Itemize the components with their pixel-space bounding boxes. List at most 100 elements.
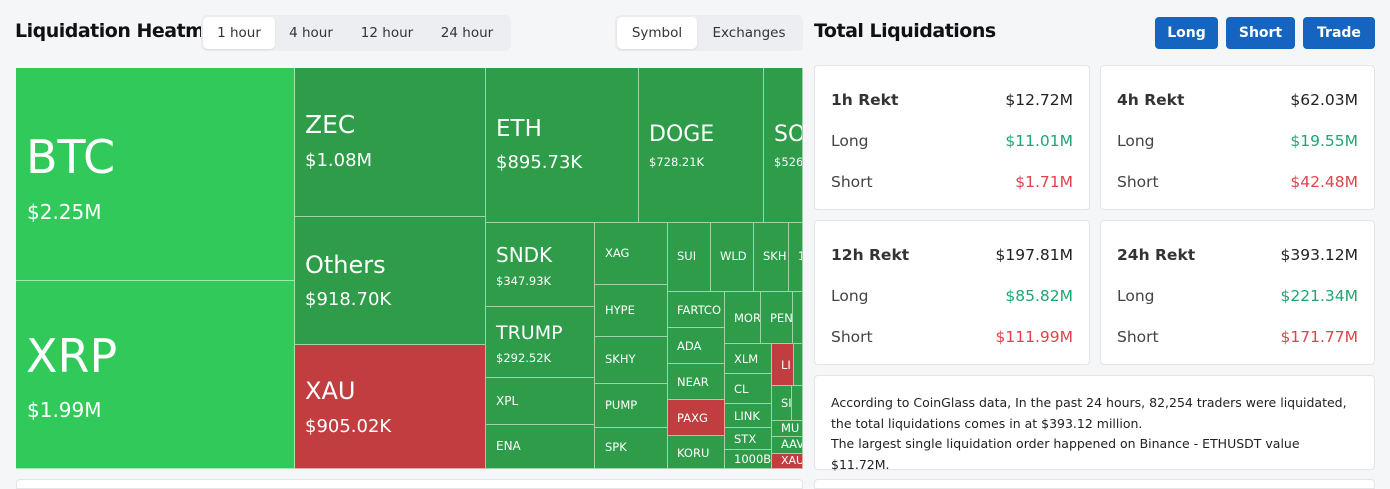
heatmap-tile-stx[interactable]: STX — [725, 428, 772, 450]
heatmap-tile-xag[interactable]: XAG — [595, 223, 668, 285]
tile-symbol: ETH — [496, 116, 542, 142]
tile-amount: $526. — [774, 155, 803, 169]
heatmap-tile-xpl[interactable]: XPL — [486, 378, 595, 425]
card-total: $197.81M — [995, 246, 1073, 264]
tile-symbol: PEN — [770, 311, 793, 325]
card-title: 4h Rekt — [1117, 91, 1185, 109]
long-row: Long $19.55M — [1117, 132, 1358, 150]
heatmap-tile-1000b[interactable]: 1000B — [725, 450, 772, 469]
rekt-card-1h: 1h Rekt $12.72M Long $11.01M Short $1.71… — [814, 65, 1090, 210]
heatmap-tile-paxg[interactable]: PAXG — [668, 400, 725, 436]
tile-symbol: STX — [734, 432, 757, 446]
tile-symbol: ADA — [677, 339, 702, 353]
long-value: $19.55M — [1290, 132, 1358, 150]
tile-symbol: KORU — [677, 446, 710, 460]
heatmap-tile-ena[interactable]: ENA — [486, 425, 595, 469]
heatmap-tile-near[interactable]: NEAR — [668, 364, 725, 400]
tab-24-hour[interactable]: 24 hour — [440, 25, 494, 41]
long-value: $221.34M — [1280, 287, 1358, 305]
tile-amount: $347.93K — [496, 274, 552, 288]
heatmap-tile-sndk[interactable]: SNDK $347.93K — [486, 223, 595, 307]
tile-amount: $1.99M — [27, 398, 102, 422]
short-row: Short $42.48M — [1117, 173, 1358, 191]
heatmap-tile-zec[interactable]: ZEC $1.08M — [295, 68, 486, 217]
tile-amount: $292.52K — [496, 351, 552, 365]
heatmap-tile-spk[interactable]: SPK — [595, 428, 668, 469]
heatmap-tile-sol[interactable]: SOL $526. — [764, 68, 803, 223]
heatmap-tile-cl[interactable]: CL — [725, 374, 772, 404]
heatmap-tile-small[interactable] — [792, 386, 803, 421]
heatmap-tile-sui[interactable]: SUI — [668, 223, 711, 292]
heatmap-tile-wld[interactable]: WLD — [711, 223, 754, 292]
tab-1-hour[interactable]: 1 hour — [203, 17, 275, 49]
tile-symbol: HYPE — [605, 303, 635, 317]
long-row: Long $11.01M — [831, 132, 1073, 150]
heatmap-tile-pump[interactable]: PUMP — [595, 384, 668, 428]
card-total: $62.03M — [1290, 91, 1358, 109]
tab-exchanges[interactable]: Exchanges — [712, 25, 786, 41]
short-row: Short $111.99M — [831, 328, 1073, 346]
heatmap-tile-koru[interactable]: KORU — [668, 436, 725, 469]
heatmap-tile-eth[interactable]: ETH $895.73K — [486, 68, 639, 223]
heatmap-tile-skh[interactable]: SKH — [754, 223, 789, 292]
heatmap-tile-si[interactable]: SI — [772, 386, 792, 421]
short-row: Short $1.71M — [831, 173, 1073, 191]
tile-symbol: ZEC — [305, 110, 356, 139]
long-value: $85.82M — [1005, 287, 1073, 305]
long-label: Long — [1117, 132, 1155, 150]
tile-symbol: DOGE — [649, 122, 715, 147]
heatmap-tile-hype[interactable]: HYPE — [595, 285, 668, 337]
card-title: 12h Rekt — [831, 246, 910, 264]
heatmap-tile-link[interactable]: LINK — [725, 404, 772, 428]
heatmap-tile-1[interactable]: 1 — [789, 223, 803, 292]
heatmap-tile-mor[interactable]: MOR — [725, 292, 761, 344]
tile-symbol: XAG — [605, 246, 630, 260]
tile-symbol: ENA — [496, 439, 521, 453]
timeframe-selector: 1 hour 4 hour 12 hour 24 hour — [201, 15, 511, 51]
heatmap-tile-ada[interactable]: ADA — [668, 328, 725, 364]
heatmap-tile-mu[interactable]: MU — [772, 421, 803, 437]
largest-order-text: The largest single liquidation order hap… — [831, 436, 1300, 472]
rekt-card-4h: 4h Rekt $62.03M Long $19.55M Short $42.4… — [1100, 65, 1375, 210]
heatmap-tile-xlm[interactable]: XLM — [725, 344, 772, 374]
long-value: $11.01M — [1005, 132, 1073, 150]
heatmap-tile-xau[interactable]: XAU $905.02K — [295, 345, 486, 469]
tile-amount: $905.02K — [305, 416, 392, 437]
long-label: Long — [831, 287, 869, 305]
tile-symbol: MU — [781, 421, 800, 435]
heatmap-tile-pen[interactable]: PEN — [761, 292, 793, 344]
card-header: 24h Rekt $393.12M — [1117, 246, 1358, 264]
heatmap-tile-small[interactable] — [793, 292, 803, 344]
trade-button[interactable]: Trade — [1303, 17, 1375, 49]
long-button[interactable]: Long — [1155, 17, 1218, 49]
next-panel — [814, 479, 1375, 489]
heatmap-tile-small[interactable] — [794, 344, 803, 386]
heatmap-tile-fartco[interactable]: FARTCO — [668, 292, 725, 328]
short-button[interactable]: Short — [1226, 17, 1295, 49]
next-panel — [16, 479, 803, 489]
heatmap-tile-trump[interactable]: TRUMP $292.52K — [486, 307, 595, 378]
heatmap-tile-doge[interactable]: DOGE $728.21K — [639, 68, 764, 223]
heatmap-tile-li[interactable]: LI — [772, 344, 794, 386]
heatmap-tile-xau-small[interactable]: XAU — [772, 454, 803, 469]
grouping-selector: Symbol Exchanges — [615, 15, 803, 51]
tab-4-hour[interactable]: 4 hour — [289, 25, 333, 41]
card-header: 4h Rekt $62.03M — [1117, 91, 1358, 109]
heatmap-tile-aav[interactable]: AAV — [772, 437, 803, 454]
heatmap-tile-others[interactable]: Others $918.70K — [295, 217, 486, 345]
long-row: Long $221.34M — [1117, 287, 1358, 305]
tile-amount: $1.08M — [305, 150, 373, 171]
tile-symbol: WLD — [720, 249, 747, 263]
tile-symbol: SKH — [763, 249, 787, 263]
heatmap-tile-btc[interactable]: BTC $2.25M — [16, 68, 295, 281]
liquidation-heatmap: BTC $2.25M XRP $1.99M ZEC $1.08M Others … — [16, 68, 803, 469]
tile-amount: $728.21K — [649, 155, 705, 169]
tile-symbol: 1 — [798, 249, 802, 263]
heatmap-tile-skhy[interactable]: SKHY — [595, 337, 668, 384]
tab-12-hour[interactable]: 12 hour — [360, 25, 414, 41]
tab-symbol[interactable]: Symbol — [617, 17, 697, 49]
heatmap-tile-xrp[interactable]: XRP $1.99M — [16, 281, 295, 469]
tile-symbol: AAV — [781, 437, 803, 451]
short-value: $171.77M — [1280, 328, 1358, 346]
tile-symbol: XAU — [305, 377, 356, 405]
